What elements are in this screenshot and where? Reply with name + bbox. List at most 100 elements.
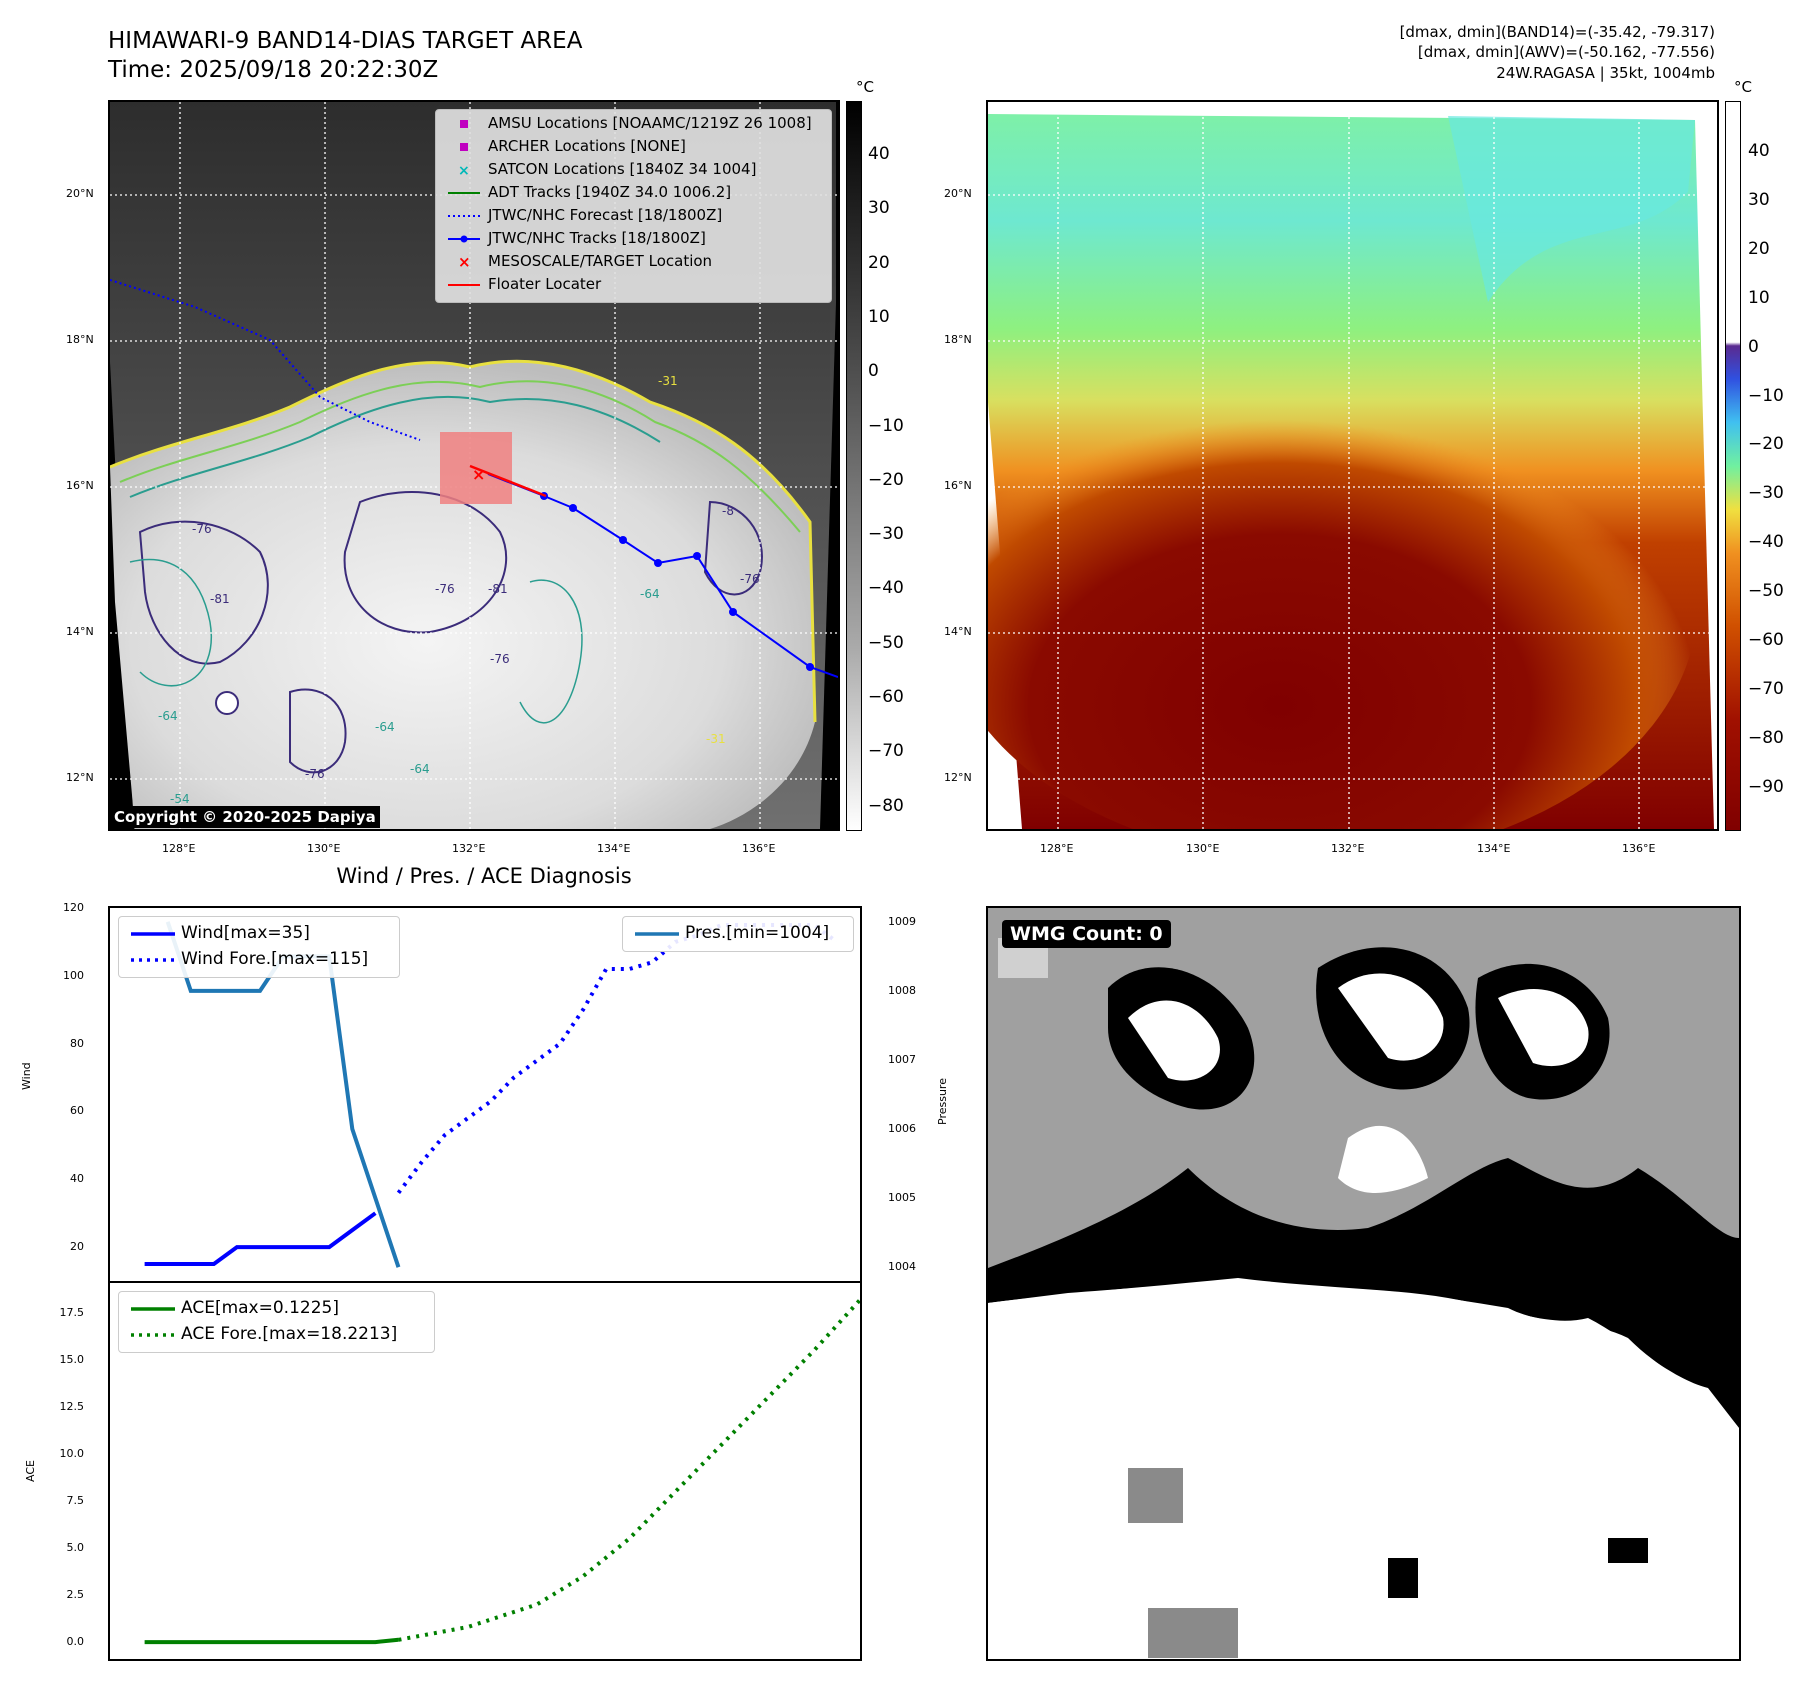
lon-label: 128°E [1040, 842, 1074, 855]
contour-label: -64 [640, 587, 660, 601]
axis-tick-label: 1004 [888, 1260, 916, 1274]
legend-entry-ace: ACE[max=0.1225] [131, 1298, 339, 1318]
svg-text:×: × [458, 253, 471, 271]
lat-label: 16°N [944, 479, 972, 492]
axis-tick-label: 1007 [888, 1052, 916, 1066]
ace-plot [144, 1298, 860, 1645]
contour-label: -31 [706, 732, 726, 746]
lon-label: 128°E [162, 842, 196, 855]
colorbar-tick-label: 20 [1748, 238, 1770, 259]
colorbar-tick-label: 20 [868, 252, 890, 273]
lat-label: 18°N [66, 333, 94, 346]
colorbar-tick-label: −10 [1748, 385, 1784, 406]
contour-label: -64 [375, 720, 395, 734]
lat-label: 12°N [66, 771, 94, 784]
series-line-ace-fore [398, 1298, 860, 1642]
axis-tick-label: 12.5 [59, 1400, 85, 1414]
lon-label: 132°E [452, 842, 486, 855]
colorbar-tick-label: −30 [1748, 483, 1784, 504]
colorbar-tick-label: 30 [868, 198, 890, 219]
colorbar-tick-label: 30 [1748, 189, 1770, 210]
wmg-count-badge: WMG Count: 0 [1002, 920, 1171, 948]
contour-label: -76 [490, 652, 510, 666]
lat-label: 18°N [944, 333, 972, 346]
right-colorbar-unit: °C [1734, 78, 1752, 96]
colorbar-tick-label: −40 [868, 578, 904, 599]
colorbar-tick-label: −50 [1748, 581, 1784, 602]
left-colorbar-unit: °C [856, 78, 874, 96]
colorbar-tick-label: 40 [868, 144, 890, 164]
info-storm-summary: 24W.RAGASA | 35kt, 1004mb [1496, 64, 1715, 82]
lat-label: 14°N [944, 625, 972, 638]
colorbar-tick-label: 0 [868, 361, 879, 382]
colorbar-tick-label: −40 [1748, 532, 1784, 553]
lon-label: 134°E [597, 842, 631, 855]
lat-label: 12°N [944, 771, 972, 784]
pressure-legend: Pres.[min=1004] [622, 916, 854, 952]
lat-label: 20°N [944, 187, 972, 200]
axis-tick-label: 5.0 [66, 1541, 85, 1555]
legend-entry-ace-forecast: ACE Fore.[max=18.2213] [131, 1324, 398, 1344]
wmg-image [988, 908, 1739, 1659]
axis-tick-label: 0.0 [66, 1635, 85, 1649]
legend-entry-floater: Floater Locater [448, 275, 602, 293]
contour-label: -64 [158, 709, 178, 723]
contour-label: -76 [435, 582, 455, 596]
colorbar-tick-label: −20 [1748, 434, 1784, 455]
wmg-panel: WMG Count: 0 [986, 906, 1741, 1661]
contour-label: -76 [305, 767, 325, 781]
axis-tick-label: 20 [70, 1240, 84, 1254]
target-location-marker: × [472, 465, 485, 484]
wind-pressure-panel: Wind[max=35] Wind Fore.[max=115] Pres.[m… [108, 906, 862, 1283]
colorbar-tick-label: 40 [1748, 141, 1770, 161]
colorbar-tick-label: −50 [868, 632, 904, 653]
axis-tick-label: 40 [70, 1172, 84, 1186]
axis-tick-label: 120 [63, 901, 84, 914]
contour-label: -76 [192, 522, 212, 536]
legend-entry-tracks: JTWC/NHC Tracks [18/1800Z] [436, 228, 831, 250]
legend-entry-wind: Wind[max=35] [131, 923, 310, 943]
lon-label: 130°E [307, 842, 341, 855]
lat-label: 16°N [66, 479, 94, 492]
colorbar-tick-label: 0 [1748, 336, 1759, 357]
colorbar-tick-label: −20 [868, 469, 904, 490]
contour-label: -64 [410, 762, 430, 776]
contour-label: -54 [170, 792, 190, 806]
colorbar-tick-label: −10 [868, 415, 904, 436]
enhanced-map-image [988, 102, 1717, 829]
legend-entry-archer: ARCHER Locations [NONE] [436, 136, 831, 158]
axis-tick-label: 80 [70, 1036, 84, 1050]
series-line-ace [144, 1637, 399, 1645]
info-awv-range: [dmax, dmin](AWV)=(-50.162, -77.556) [1417, 43, 1715, 61]
series-line-wind-fore [396, 922, 839, 1195]
wind-legend: Wind[max=35] Wind Fore.[max=115] [118, 916, 400, 978]
svg-text:×: × [458, 163, 470, 179]
axis-tick-label: 1009 [888, 914, 916, 928]
ir-map-panel: × -31 -64 -76 -81 -76 -81 -64 -76 -64 -8… [108, 100, 840, 831]
colorbar-tick-label: −60 [1748, 630, 1784, 650]
lat-label: 20°N [66, 187, 94, 200]
series-line-wind [144, 1211, 377, 1267]
legend-entry-forecast: JTWC/NHC Forecast [18/1800Z] [448, 206, 723, 224]
colorbar-tick-label: −70 [1748, 678, 1784, 699]
contour-label: -81 [488, 582, 508, 596]
axis-tick-label: 60 [70, 1104, 84, 1118]
figure-title-line1: HIMAWARI-9 BAND14-DIAS TARGET AREA [108, 28, 583, 54]
axis-tick-label: 1006 [888, 1122, 916, 1136]
legend-entry-wind-forecast: Wind Fore.[max=115] [131, 949, 369, 969]
diagnosis-title: Wind / Pres. / ACE Diagnosis [336, 864, 632, 888]
axis-tick-label: 1005 [888, 1191, 916, 1205]
axis-tick-label: 2.5 [66, 1588, 85, 1602]
axis-tick-label: 17.5 [59, 1306, 85, 1320]
colorbar-tick-label: −30 [868, 524, 904, 545]
legend-entry-amsu: AMSU Locations [NOAAMC/1219Z 26 1008] [436, 113, 831, 135]
wind-axis-label: Wind [20, 1062, 33, 1090]
axis-tick-label: 1008 [888, 983, 916, 997]
colorbar-tick-label: −60 [868, 687, 904, 707]
info-band14-range: [dmax, dmin](BAND14)=(-35.42, -79.317) [1399, 23, 1715, 41]
legend-entry-satcon: × SATCON Locations [1840Z 34 1004] [458, 160, 757, 179]
colorbar-tick-label: −80 [1748, 727, 1784, 748]
lon-label: 136°E [1622, 842, 1656, 855]
lon-label: 130°E [1186, 842, 1220, 855]
pressure-axis-label: Pressure [936, 1078, 949, 1125]
